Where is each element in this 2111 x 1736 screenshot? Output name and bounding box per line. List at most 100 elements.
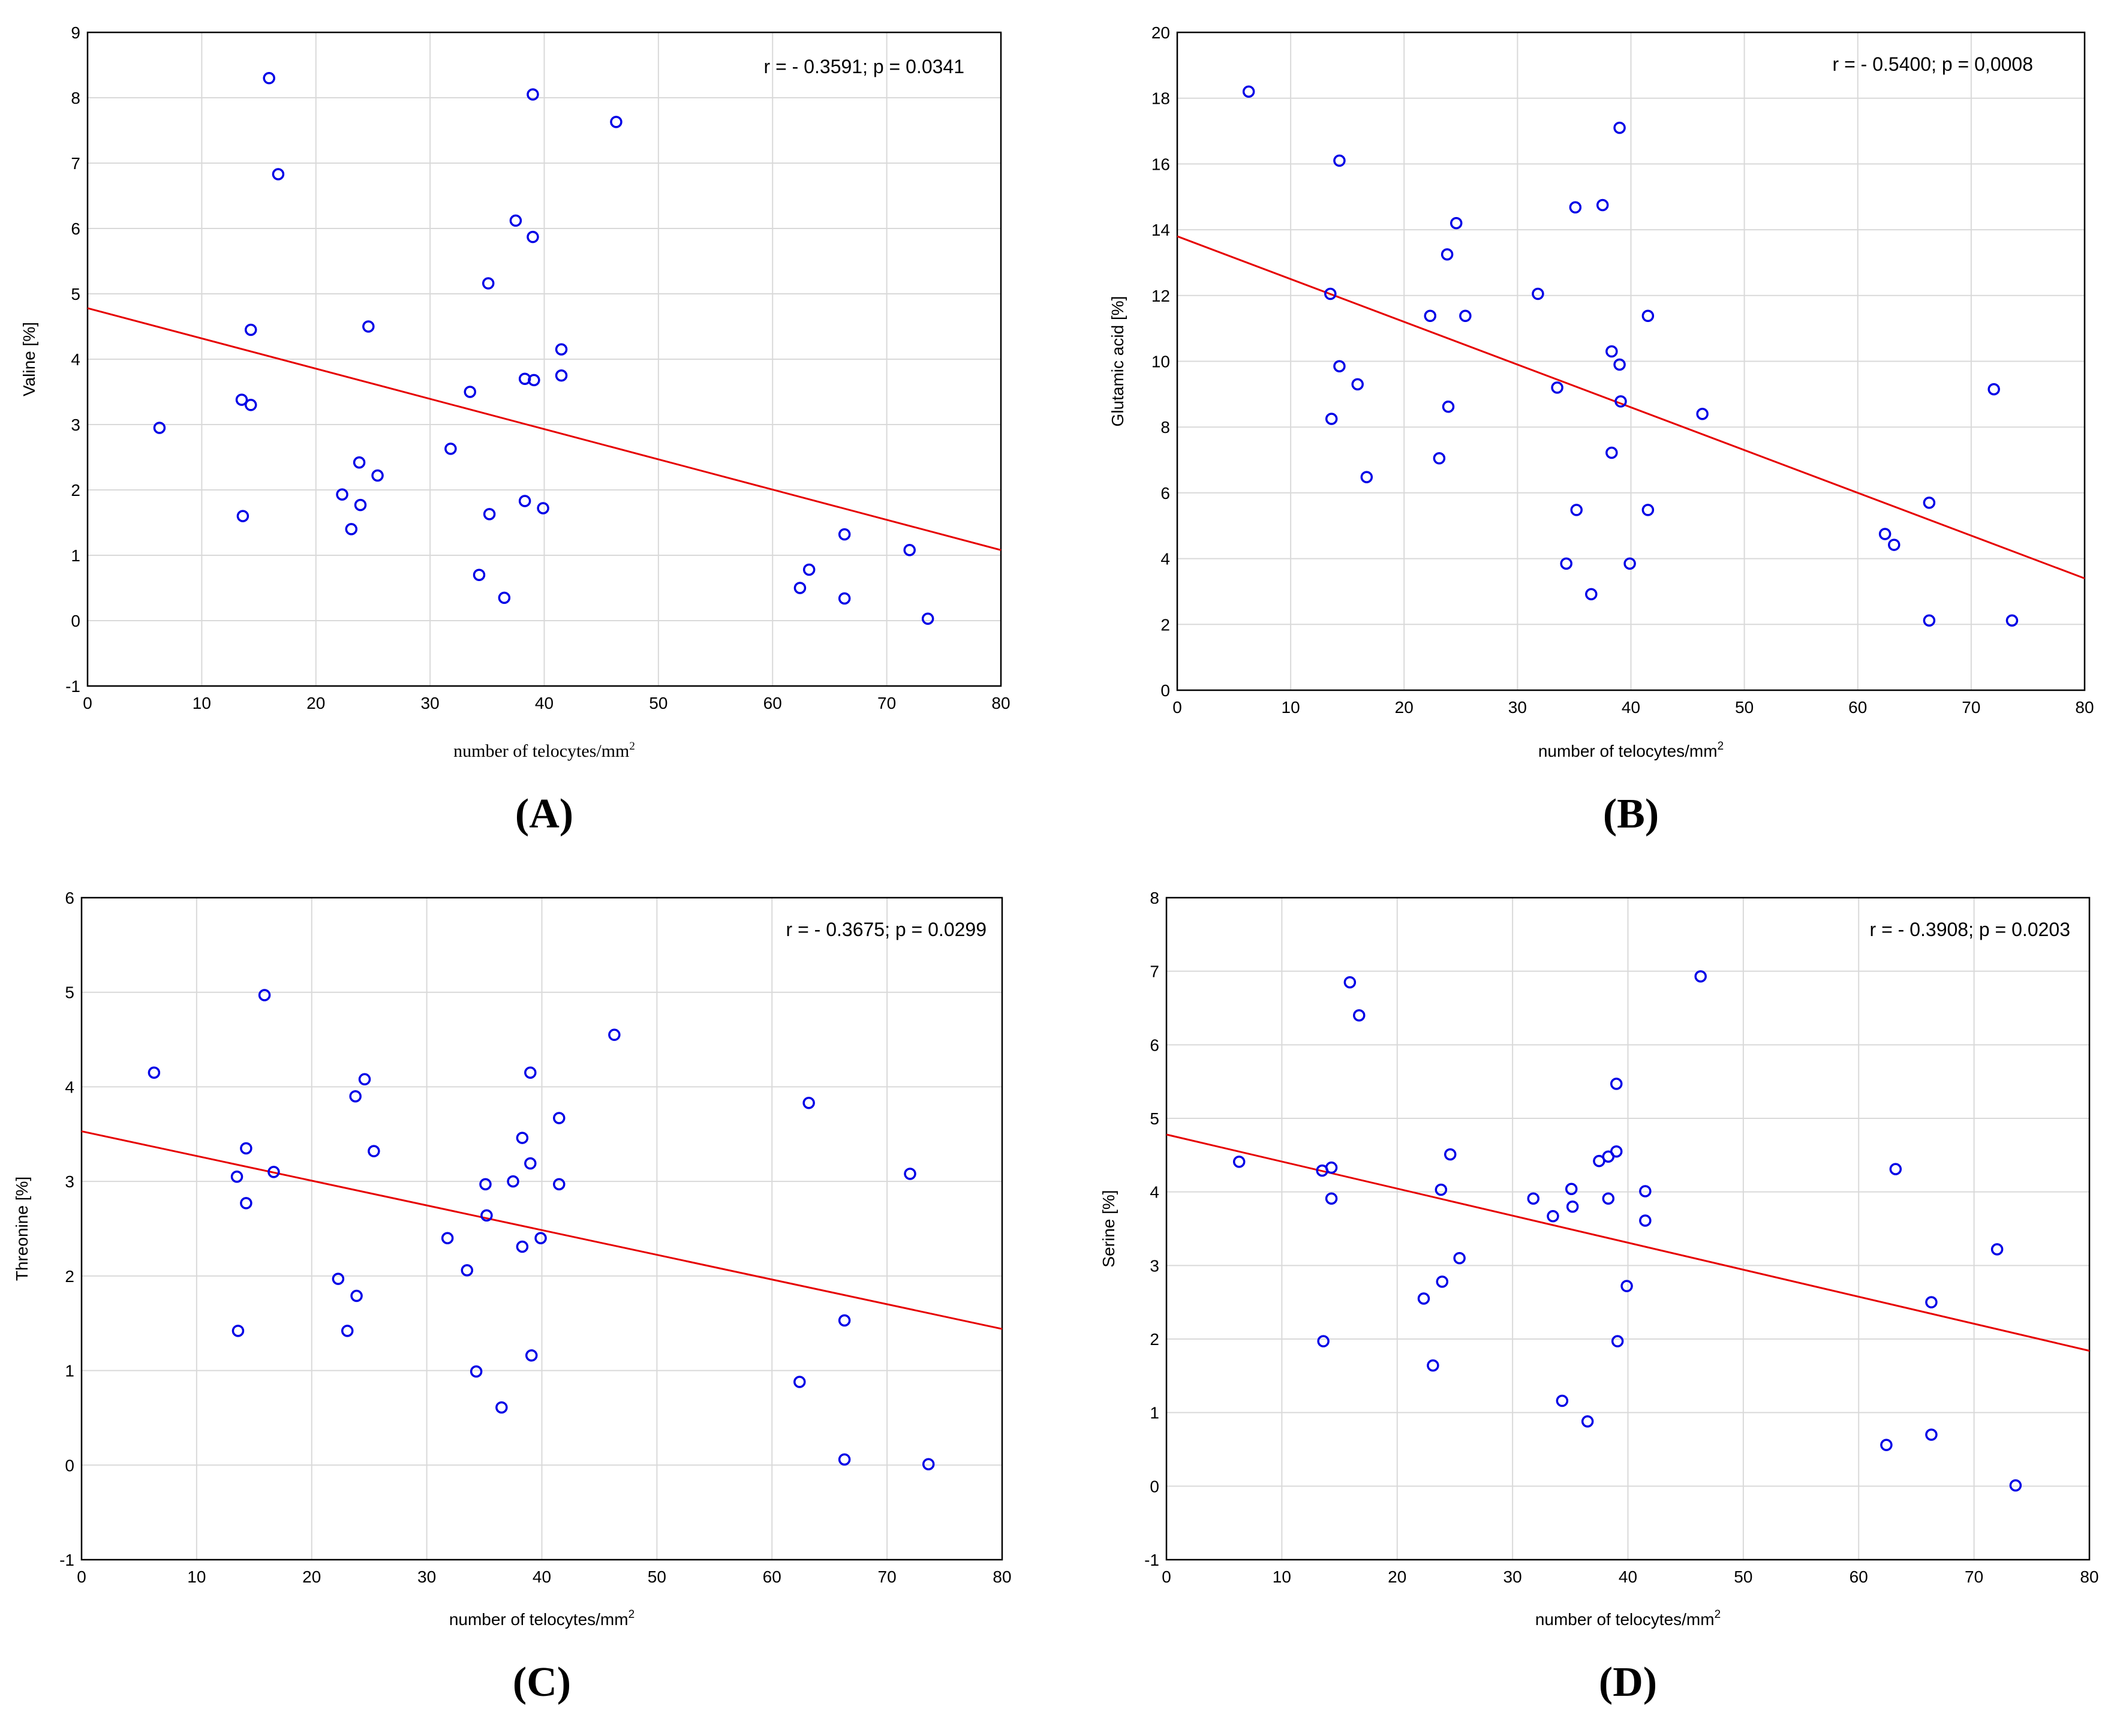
y-tick-label: -1 [1144, 1551, 1159, 1569]
y-tick-label: 2 [1150, 1330, 1159, 1349]
y-axis-label: Glutamic acid [%] [1108, 296, 1127, 427]
y-tick-label: 6 [1160, 484, 1170, 503]
y-tick-label: 12 [1151, 287, 1170, 305]
x-tick-label: 70 [877, 694, 896, 712]
data-point [838, 1453, 851, 1466]
data-point [1444, 1148, 1457, 1161]
x-tick-label: 10 [187, 1567, 206, 1586]
data-point [354, 498, 367, 512]
data-point [362, 320, 375, 333]
data-point [534, 1232, 547, 1245]
x-axis-label-text: number of telocytes/mm [1538, 742, 1718, 760]
data-point [1923, 614, 1936, 627]
data-point [244, 399, 257, 411]
y-tick-label: 5 [71, 285, 80, 303]
data-point [838, 592, 851, 605]
x-tick-label: 40 [535, 694, 554, 712]
x-tick-label: 0 [1162, 1567, 1171, 1586]
data-point [1611, 1335, 1624, 1347]
data-point [336, 488, 348, 501]
data-point [1324, 287, 1337, 300]
y-tick-label: 0 [1160, 681, 1170, 700]
y-tick-label: 2 [71, 481, 80, 500]
data-point [1441, 248, 1454, 261]
data-point [553, 1112, 566, 1124]
x-tick-label: 20 [1395, 698, 1414, 717]
data-point [1610, 1145, 1623, 1158]
y-tick-label: 1 [65, 1362, 74, 1380]
data-point [608, 1028, 621, 1041]
data-point [518, 495, 531, 507]
plot-frame [80, 896, 1003, 1561]
x-axis-label-text: number of telocytes/mm [1535, 1610, 1715, 1629]
data-point [1613, 358, 1626, 371]
correlation-annotation: r = - 0.3591; p = 0.0341 [764, 56, 964, 77]
data-point [258, 989, 271, 1001]
data-point [483, 508, 496, 521]
data-point [1641, 309, 1655, 323]
data-point [349, 1090, 362, 1103]
data-point [921, 612, 934, 625]
x-tick-label: 20 [306, 694, 325, 712]
x-axis-label-text: number of telocytes/mm [453, 741, 629, 761]
data-point [1417, 1292, 1430, 1305]
data-point [527, 230, 539, 243]
y-tick-label: 8 [1160, 418, 1170, 437]
y-tick-label: 3 [1150, 1256, 1159, 1275]
data-point [1613, 121, 1626, 134]
data-point [1551, 381, 1563, 394]
data-point [1317, 1335, 1330, 1347]
panel-label: (D) [1599, 1659, 1657, 1705]
y-tick-label: 9 [71, 23, 80, 42]
x-tick-label: 50 [649, 694, 667, 712]
data-point [1610, 1078, 1623, 1090]
y-tick-label: 7 [71, 154, 80, 173]
data-point [479, 1178, 492, 1191]
data-point [1333, 154, 1346, 167]
data-point [1923, 497, 1936, 509]
data-point [2005, 614, 2019, 627]
y-tick-label: -1 [65, 677, 80, 696]
x-axis-label-superscript: 2 [1715, 1608, 1721, 1621]
data-point [904, 1168, 916, 1180]
x-tick-label: 10 [1282, 698, 1300, 717]
data-point [1605, 345, 1618, 358]
data-point [555, 369, 568, 382]
y-tick-label: 8 [71, 89, 80, 107]
data-point [1453, 1251, 1466, 1265]
y-tick-label: 0 [65, 1456, 74, 1475]
data-point [461, 1264, 474, 1277]
data-point [1333, 360, 1346, 372]
data-point [1620, 1280, 1633, 1292]
data-point [1442, 400, 1455, 413]
regression-line [81, 1130, 1003, 1330]
y-tick-label: 6 [1150, 1036, 1159, 1054]
y-tick-label: 16 [1151, 155, 1170, 173]
data-point [525, 1349, 538, 1362]
data-point [1532, 287, 1544, 300]
data-point [148, 1066, 161, 1079]
y-tick-label: 14 [1151, 221, 1170, 239]
data-point [610, 116, 623, 128]
y-tick-label: 10 [1151, 353, 1170, 371]
data-point [1343, 976, 1357, 989]
data-point [1623, 557, 1636, 570]
panel-label: (A) [515, 791, 573, 837]
regression-line [1177, 235, 2085, 579]
data-point [1694, 970, 1707, 983]
data-point [1641, 504, 1655, 516]
data-point [464, 386, 477, 398]
data-point [353, 456, 366, 469]
data-point [1639, 1214, 1652, 1227]
data-point [1351, 378, 1364, 391]
data-point [358, 1073, 371, 1086]
x-tick-label: 70 [878, 1567, 897, 1586]
y-tick-label: 0 [1150, 1477, 1159, 1496]
data-point [528, 374, 540, 387]
data-point [371, 469, 384, 482]
y-tick-label: 7 [1150, 962, 1159, 981]
x-tick-label: 0 [1172, 698, 1182, 717]
data-point [1433, 452, 1446, 465]
